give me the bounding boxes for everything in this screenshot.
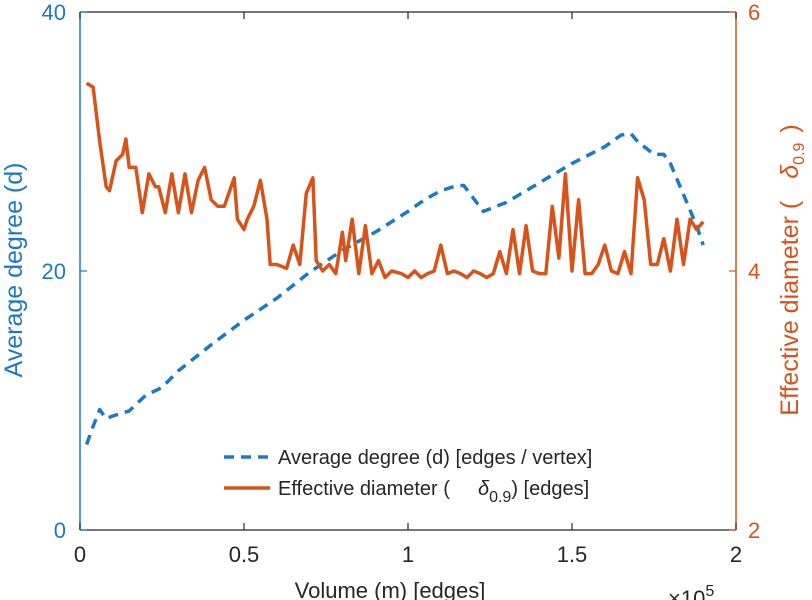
right-axis-label-sub: 0.9 bbox=[791, 143, 808, 165]
left-tick-label: 40 bbox=[42, 0, 66, 25]
right-tick-label: 4 bbox=[748, 259, 760, 284]
legend-label-effective-diameter: Effective diameter ( δ0.9) [edges] bbox=[278, 478, 589, 506]
right-axis-label-main: Effective diameter ( bbox=[776, 200, 804, 416]
x-exponent-base: ×10 bbox=[668, 586, 705, 600]
left-axis-label: Average degree (d) bbox=[0, 163, 28, 378]
legend-label-average-degree: Average degree (d) [edges / vertex] bbox=[278, 447, 592, 469]
x-axis-exponent: ×105 bbox=[668, 583, 714, 600]
series-line-average-degree bbox=[84, 131, 705, 446]
x-tick-label: 1 bbox=[402, 542, 414, 567]
right-tick-label: 6 bbox=[748, 0, 760, 25]
x-tick-label: 0 bbox=[74, 542, 86, 567]
legend-effective-post: ) [edges] bbox=[511, 478, 589, 500]
right-tick-label: 2 bbox=[748, 518, 760, 543]
x-exponent-power: 5 bbox=[705, 583, 714, 600]
x-tick-label: 2 bbox=[730, 542, 742, 567]
left-tick-label: 20 bbox=[42, 259, 66, 284]
legend-effective-sub: 0.9 bbox=[489, 489, 511, 506]
right-axis-label: Effective diameter ( δ0.9) bbox=[776, 124, 808, 415]
x-tick-label: 1.5 bbox=[557, 542, 588, 567]
right-axis-label-symbol: δ bbox=[776, 164, 804, 179]
x-tick-label: 0.5 bbox=[229, 542, 260, 567]
left-tick-label: 0 bbox=[54, 518, 66, 543]
x-axis-label: Volume (m) [edges] bbox=[295, 578, 486, 600]
legend: Average degree (d) [edges / vertex] Effe… bbox=[224, 447, 592, 506]
plot-lines bbox=[84, 81, 705, 446]
legend-effective-pre: Effective diameter ( bbox=[278, 478, 450, 500]
legend-effective-symbol: δ bbox=[478, 478, 490, 500]
series-line-effective-diameter bbox=[85, 81, 705, 280]
right-axis-label-close: ) bbox=[776, 124, 804, 132]
